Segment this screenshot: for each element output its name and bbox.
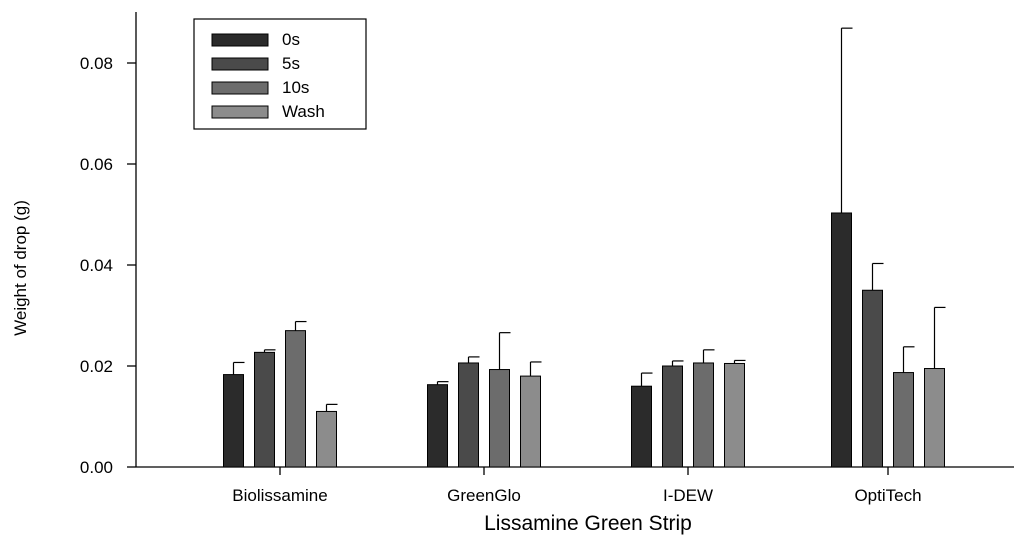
legend-swatch xyxy=(211,81,269,95)
bar xyxy=(693,362,714,468)
bar xyxy=(724,362,745,468)
bar xyxy=(662,365,683,468)
legend-label: Wash xyxy=(282,102,325,121)
y-tick-label: 0.08 xyxy=(80,54,113,73)
bar xyxy=(254,351,275,468)
x-axis-label: Lissamine Green Strip xyxy=(484,512,692,535)
legend-label: 10s xyxy=(282,78,309,97)
x-tick-label: GreenGlo xyxy=(447,486,521,505)
y-tick-label: 0.00 xyxy=(80,458,113,477)
x-tick-label: OptiTech xyxy=(854,486,921,505)
bar xyxy=(427,384,448,468)
bar xyxy=(831,212,852,468)
x-tick-label: I-DEW xyxy=(663,486,713,505)
bar xyxy=(893,372,914,468)
legend: 0s 5s 10s Wash xyxy=(193,18,367,130)
legend-label: 0s xyxy=(282,30,300,49)
bar xyxy=(223,374,244,468)
legend-swatch xyxy=(211,57,269,71)
y-tick-label: 0.04 xyxy=(80,256,113,275)
legend-label: 5s xyxy=(282,54,300,73)
y-axis-label: Weight of drop (g) xyxy=(11,200,30,336)
bar xyxy=(631,385,652,468)
bar xyxy=(316,410,337,468)
legend-swatch xyxy=(211,33,269,47)
y-tick-label: 0.02 xyxy=(80,357,113,376)
bar xyxy=(924,368,945,468)
bar xyxy=(285,330,306,468)
plot-area: 0.00 0.02 0.04 0.06 0.08 Biolissamine GreenGlo… xyxy=(80,12,1014,505)
y-tick-label: 0.06 xyxy=(80,155,113,174)
bar xyxy=(862,289,883,468)
legend-swatch xyxy=(211,105,269,119)
bar xyxy=(489,369,510,468)
bar xyxy=(458,362,479,468)
bar xyxy=(520,375,541,468)
x-tick-label: Biolissamine xyxy=(232,486,327,505)
